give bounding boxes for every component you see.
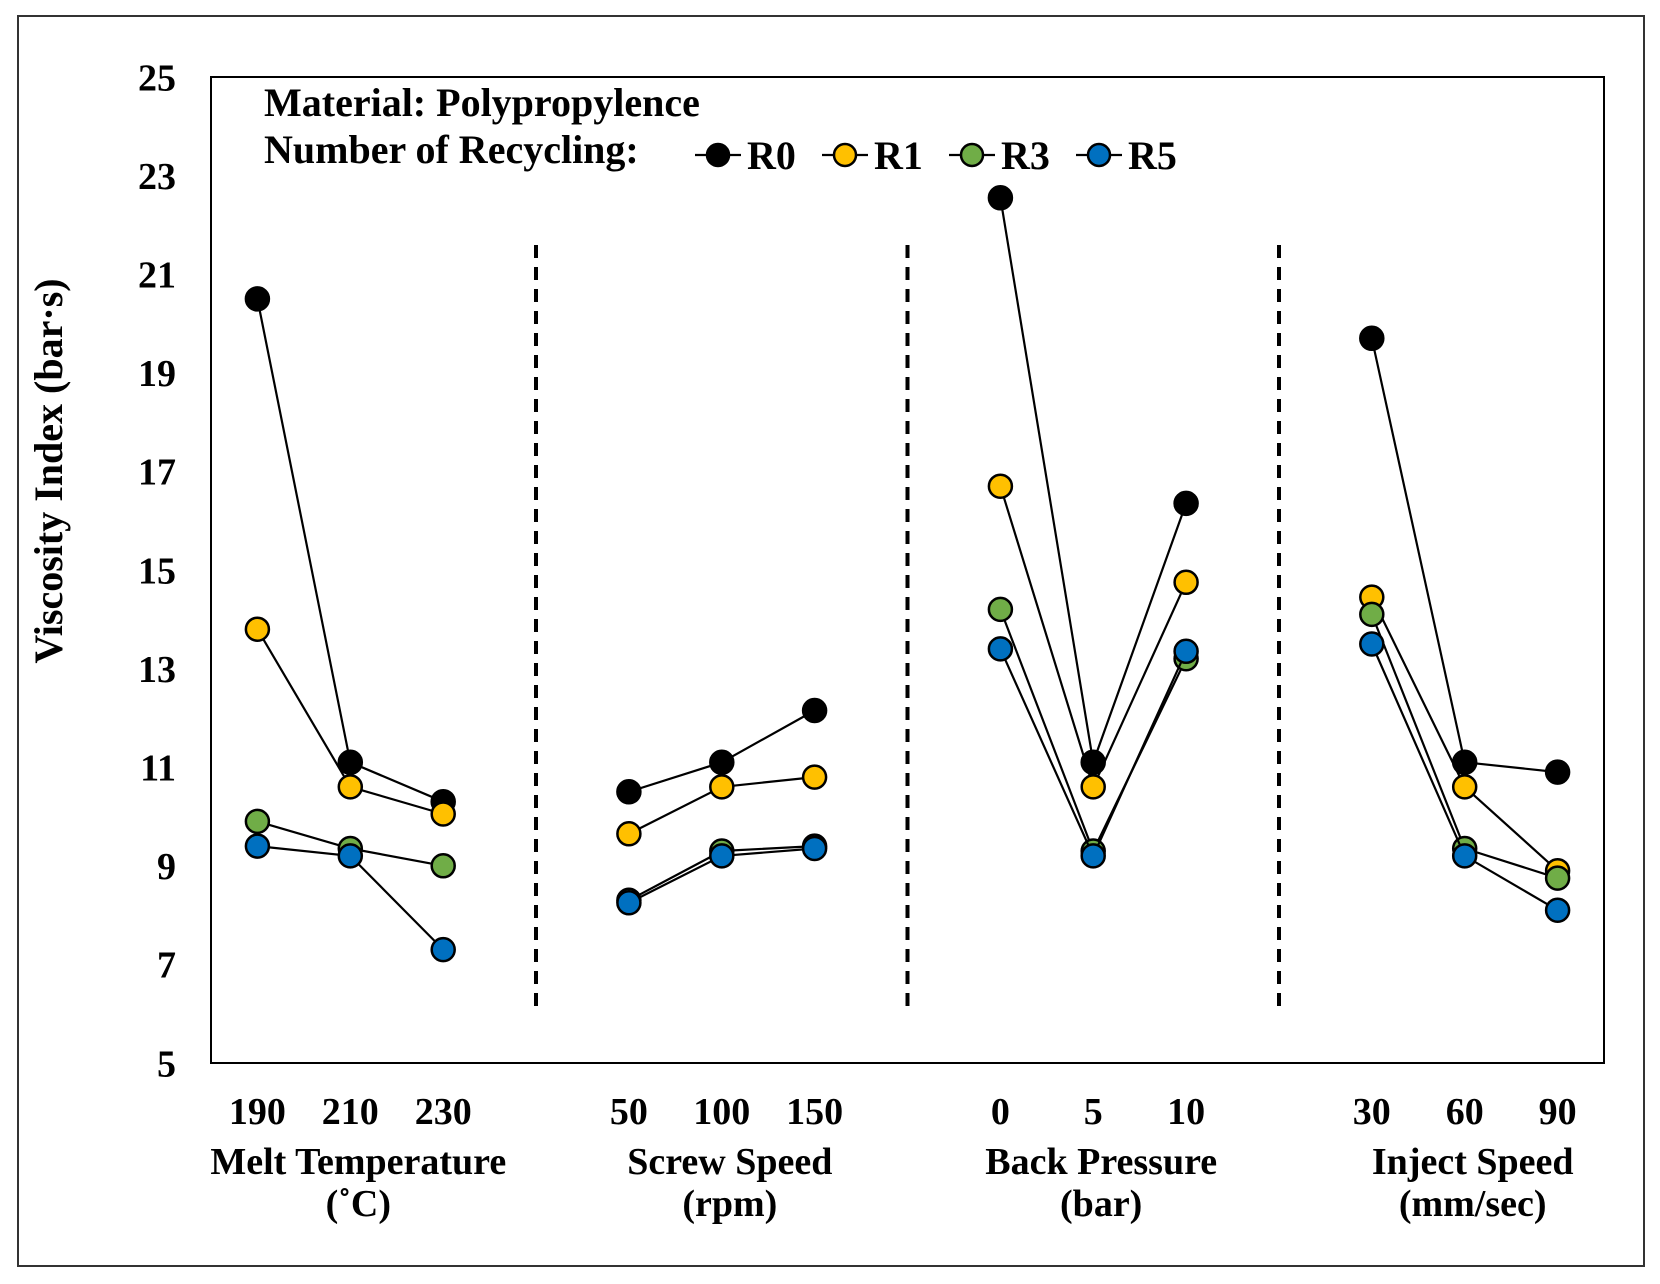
data-point	[1080, 774, 1106, 800]
y-tick-label: 17	[138, 452, 176, 494]
legend-title: Number of Recycling:	[264, 127, 639, 172]
legend-marker	[705, 142, 731, 168]
x-tick-label: 90	[1539, 1091, 1577, 1133]
legend-label: R0	[747, 133, 796, 178]
legend-marker	[832, 142, 858, 168]
group-unit-label: (rpm)	[682, 1183, 777, 1225]
plot-area	[210, 76, 1605, 1064]
series-R5	[244, 631, 1571, 963]
data-point	[616, 821, 642, 847]
legend-item: R5	[1076, 133, 1177, 178]
group-unit-label: (˚C)	[326, 1183, 391, 1225]
legend-marker	[1086, 142, 1112, 168]
data-point	[1359, 631, 1385, 657]
y-tick-label: 25	[138, 57, 176, 99]
data-point	[430, 936, 456, 963]
y-axis-title: Viscosity Index (bar·s)	[26, 278, 71, 663]
data-point	[1173, 490, 1199, 517]
annotation-material: Material: Polypropylence	[264, 80, 700, 125]
data-point	[1451, 774, 1478, 800]
x-tick-label: 60	[1446, 1091, 1484, 1133]
data-point	[430, 801, 456, 827]
data-point	[1080, 843, 1106, 869]
data-point	[244, 808, 271, 835]
series-layer	[244, 185, 1571, 963]
data-point	[616, 779, 642, 805]
y-tick-label: 13	[138, 649, 176, 691]
data-point	[1451, 843, 1478, 869]
y-tick-label: 7	[157, 945, 176, 987]
x-tick-label: 30	[1353, 1091, 1391, 1133]
x-tick-label: 190	[229, 1091, 286, 1133]
x-tick-label: 100	[693, 1091, 750, 1133]
group-label: Screw Speed	[627, 1141, 832, 1183]
data-point	[709, 774, 735, 800]
legend-item: R0	[695, 133, 796, 178]
x-tick-label: 230	[415, 1091, 472, 1133]
y-tick-label: 15	[138, 550, 176, 592]
legend-label: R1	[874, 133, 923, 178]
x-tick-label: 50	[610, 1091, 648, 1133]
y-tick-label: 5	[157, 1043, 176, 1085]
data-point	[337, 774, 364, 800]
legend-marker	[959, 142, 985, 168]
data-point	[616, 890, 642, 916]
legend-item: R3	[949, 133, 1050, 178]
x-tick-label: 10	[1167, 1091, 1205, 1133]
group-label: Back Pressure	[985, 1141, 1217, 1183]
data-point	[1544, 897, 1571, 923]
data-point	[244, 616, 271, 642]
data-point	[1173, 638, 1199, 665]
data-point	[337, 843, 364, 869]
y-axis-ticks: 25 23 21 19 17 15 13 11 9 7 5	[138, 57, 176, 1085]
group-dividers	[534, 245, 1281, 1009]
data-point	[1359, 325, 1385, 352]
y-tick-label: 9	[157, 846, 176, 888]
y-tick-label: 19	[138, 353, 176, 395]
series-R1	[244, 473, 1571, 884]
data-point	[1359, 601, 1385, 628]
data-point	[709, 843, 735, 869]
y-tick-label: 23	[138, 156, 176, 198]
data-point	[801, 835, 828, 862]
data-point	[987, 185, 1014, 211]
data-point	[244, 286, 271, 312]
legend-label: R5	[1128, 133, 1177, 178]
x-tick-label: 210	[322, 1091, 379, 1133]
group-label: Melt Temperature	[210, 1141, 506, 1183]
legend-label: R3	[1001, 133, 1050, 178]
data-point	[987, 596, 1014, 623]
group-unit-label: (mm/sec)	[1399, 1183, 1547, 1225]
data-point	[337, 749, 364, 776]
data-point	[987, 636, 1014, 662]
data-point	[801, 764, 828, 790]
data-point	[244, 833, 271, 859]
x-tick-label: 150	[786, 1091, 843, 1133]
y-tick-label: 21	[138, 255, 176, 297]
data-point	[1544, 865, 1571, 891]
data-point	[430, 853, 456, 879]
data-point	[709, 749, 735, 776]
data-point	[987, 473, 1014, 499]
legend: R0 R1 R3 R5	[695, 133, 1177, 178]
y-tick-label: 11	[140, 748, 176, 790]
data-point	[1173, 569, 1199, 596]
data-point	[1544, 759, 1571, 785]
group-unit-label: (bar)	[1060, 1183, 1142, 1225]
x-tick-label: 0	[991, 1091, 1010, 1133]
group-label: Inject Speed	[1372, 1141, 1574, 1183]
data-point	[801, 697, 828, 724]
legend-item: R1	[822, 133, 923, 178]
x-tick-label: 5	[1084, 1091, 1103, 1133]
